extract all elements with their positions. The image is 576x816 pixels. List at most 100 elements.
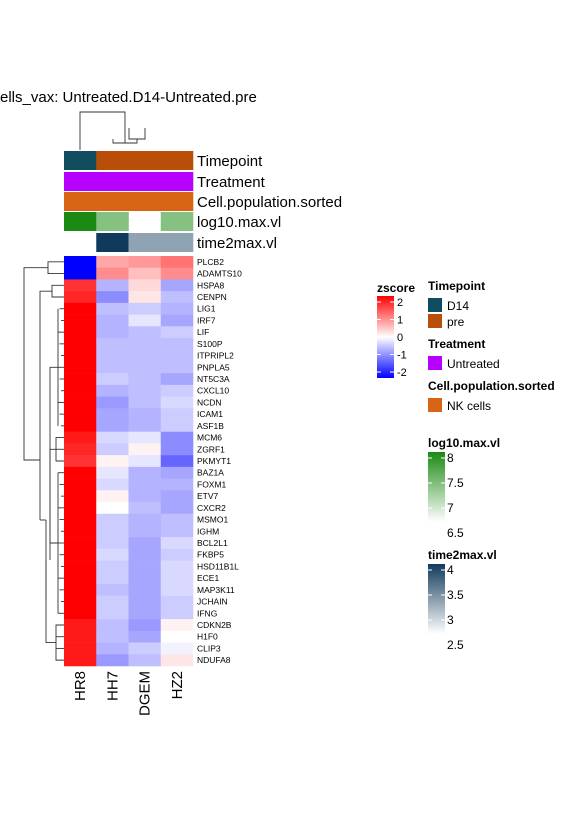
- heatmap-cell: [160, 455, 194, 468]
- annotation-cell: [64, 192, 97, 211]
- legend-title: Timepoint: [428, 279, 485, 293]
- heatmap-cell: [128, 373, 162, 386]
- heatmap-cell: [160, 525, 194, 538]
- heatmap-cell: [160, 373, 194, 386]
- row-label: MCM6: [197, 433, 222, 443]
- legend-item-label: NK cells: [447, 399, 491, 413]
- heatmap-cell: [64, 291, 97, 304]
- heatmap-cell: [160, 560, 194, 573]
- heatmap-cell: [128, 361, 162, 374]
- annotation-cell: [128, 192, 162, 211]
- row-label: PLCB2: [197, 257, 224, 267]
- heatmap-cell: [160, 396, 194, 409]
- heatmap-cell: [160, 607, 194, 620]
- heatmap-cell: [128, 279, 162, 292]
- heatmap-cell: [64, 630, 97, 643]
- heatmap-cell: [128, 291, 162, 304]
- annotation-cell: [160, 151, 194, 170]
- heatmap-cell: [96, 419, 129, 433]
- heatmap-cell: [64, 349, 97, 362]
- legend-item-label: Untreated: [447, 357, 500, 371]
- heatmap-cell: [96, 326, 129, 339]
- heatmap-cell: [128, 431, 162, 444]
- heatmap-cell: [160, 384, 194, 397]
- time2max.vl-colorbar: [428, 564, 445, 634]
- annotation-cell: [64, 212, 97, 231]
- heatmap-cell: [96, 654, 129, 667]
- row-label: ICAM1: [197, 409, 223, 419]
- annotation-cell: [128, 172, 162, 191]
- heatmap-cell: [96, 384, 129, 397]
- row-label: NT5C3A: [197, 374, 230, 384]
- row-label: CDKN2B: [197, 620, 232, 630]
- heatmap-cell: [64, 490, 97, 503]
- heatmap-cell: [128, 501, 162, 515]
- heatmap-cell: [96, 361, 129, 374]
- heatmap-cell: [64, 267, 97, 280]
- heatmap-cell: [64, 326, 97, 339]
- heatmap-cell: [96, 513, 129, 526]
- heatmap-cell: [128, 314, 162, 327]
- row-label: CXCR2: [197, 503, 226, 513]
- heatmap-cell: [64, 256, 97, 269]
- row-label: IRF7: [197, 315, 216, 325]
- heatmap-cell: [64, 654, 97, 667]
- heatmap-cell: [64, 537, 97, 550]
- annotation-cell: [96, 151, 129, 170]
- row-label: BCL2L1: [197, 538, 228, 548]
- heatmap-cell: [96, 267, 129, 280]
- annotation-label: Timepoint: [197, 153, 263, 170]
- heatmap-cell: [64, 525, 97, 538]
- annotation-cell: [128, 233, 162, 252]
- heatmap-cell: [96, 349, 129, 362]
- annotation-cell: [160, 172, 194, 191]
- column-dendrogram: [79, 111, 146, 150]
- row-label: HSD11B1L: [197, 561, 239, 571]
- heatmap-cell: [64, 548, 97, 561]
- legend-title-zscore: zscore: [377, 281, 415, 295]
- annotation-cell: [96, 172, 129, 191]
- zscore-colorbar: [377, 296, 394, 378]
- heatmap-cell: [96, 537, 129, 550]
- heatmap-cell: [96, 443, 129, 456]
- heatmap-cell: [160, 501, 194, 515]
- heatmap-cell: [64, 431, 97, 444]
- row-label: ASF1B: [197, 421, 224, 431]
- heatmap-cell: [160, 349, 194, 362]
- heatmap-cell: [64, 279, 97, 292]
- heatmap-cell: [96, 548, 129, 561]
- heatmap-cell: [160, 654, 194, 667]
- heatmap-cell: [96, 642, 129, 655]
- heatmap-cell: [64, 513, 97, 526]
- annotation-cell: [160, 192, 194, 211]
- heatmap-cell: [128, 443, 162, 456]
- log10.max.vl-tick-label: 7: [447, 501, 454, 515]
- heatmap-cell: [160, 291, 194, 304]
- heatmap-cell: [160, 267, 194, 280]
- heatmap-cell: [64, 501, 97, 515]
- heatmap-cell: [160, 443, 194, 456]
- row-label: HSPA8: [197, 280, 225, 290]
- heatmap-cell: [128, 349, 162, 362]
- heatmap-cell: [128, 583, 162, 597]
- row-label: ECE1: [197, 573, 219, 583]
- heatmap-cell: [96, 583, 129, 597]
- row-label: MAP3K11: [197, 585, 235, 595]
- legend-swatch: [428, 314, 442, 328]
- heatmap-cell: [128, 490, 162, 503]
- heatmap-cell: [64, 384, 97, 397]
- heatmap-cell: [160, 279, 194, 292]
- heatmap-cell: [160, 466, 194, 479]
- legend-swatch: [428, 356, 442, 370]
- legends: zscore 2 1 0 -1 -2 Timepoint D14 pre Treatment Unt…: [377, 279, 555, 652]
- heatmap-cell: [128, 548, 162, 561]
- heatmap-cell: [96, 572, 129, 585]
- heatmap-cell: [96, 396, 129, 409]
- heatmap-cell: [96, 630, 129, 643]
- heatmap-cell: [128, 630, 162, 643]
- time2max.vl-tick-label: 2.5: [447, 638, 464, 652]
- heatmap-cell: [96, 607, 129, 620]
- heatmap-cell: [128, 326, 162, 339]
- heatmap-cell: [128, 302, 162, 315]
